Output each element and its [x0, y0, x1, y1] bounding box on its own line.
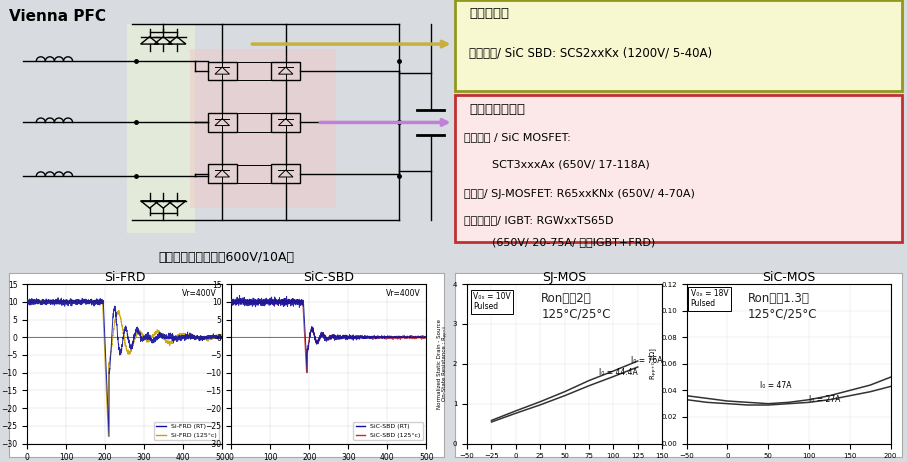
Text: ・高效率 / SiC MOSFET:: ・高效率 / SiC MOSFET: [464, 132, 571, 142]
Title: Si-FRD: Si-FRD [104, 271, 145, 284]
Text: ・标准/ SJ-MOSFET: R65xxKNx (650V/ 4-70A): ・标准/ SJ-MOSFET: R65xxKNx (650V/ 4-70A) [464, 188, 696, 199]
Text: ・高效率/ SiC SBD: SCS2xxKx (1200V/ 5-40A): ・高效率/ SiC SBD: SCS2xxKx (1200V/ 5-40A) [469, 48, 712, 61]
Bar [271, 164, 300, 183]
FancyBboxPatch shape [127, 24, 195, 233]
Bar [271, 113, 300, 132]
Text: SCT3xxxAx (650V/ 17-118A): SCT3xxxAx (650V/ 17-118A) [464, 159, 650, 169]
Bar [208, 164, 237, 183]
Text: I₀ = 44.4A: I₀ = 44.4A [599, 368, 638, 377]
Title: SJ-MOS: SJ-MOS [542, 271, 587, 284]
FancyBboxPatch shape [455, 96, 902, 243]
Text: V₀ₓ = 10V
Pulsed: V₀ₓ = 10V Pulsed [473, 292, 511, 311]
Text: V₀ₓ = 18V
Pulsed: V₀ₓ = 18V Pulsed [691, 289, 728, 308]
Y-axis label: Rₚₚ₊₎₎ [Ω]: Rₚₚ₊₎₎ [Ω] [649, 348, 656, 379]
Text: I₀ = 47A: I₀ = 47A [760, 382, 792, 390]
Text: I₀ = 27A: I₀ = 27A [809, 395, 841, 404]
Title: SiC-MOS: SiC-MOS [762, 271, 815, 284]
Text: 【开关元器件】: 【开关元器件】 [469, 103, 525, 116]
Y-axis label: Normalized Static Drain - Source
On-State Resistance : Rₚₚ₊₎₎: Normalized Static Drain - Source On-Stat… [436, 319, 447, 409]
Text: Vr=400V: Vr=400V [181, 289, 217, 298]
Legend: Si-FRD (RT), Si-FRD (125°c): Si-FRD (RT), Si-FRD (125°c) [154, 421, 219, 440]
FancyBboxPatch shape [455, 0, 902, 91]
Text: Ron比率1.3倍
125°C/25°C: Ron比率1.3倍 125°C/25°C [747, 292, 817, 320]
Bar [271, 61, 300, 80]
Text: Vr=400V: Vr=400V [385, 289, 421, 298]
Text: 【二极管】: 【二极管】 [469, 7, 509, 20]
Legend: SiC-SBD (RT), SiC-SBD (125°c): SiC-SBD (RT), SiC-SBD (125°c) [354, 421, 424, 440]
Text: I₀ = 76A: I₀ = 76A [631, 356, 662, 365]
Text: 反向恢复波形对比（600V/10A）: 反向恢复波形对比（600V/10A） [159, 251, 295, 264]
Text: (650V/ 20-75A/ 高速IGBT+FRD): (650V/ 20-75A/ 高速IGBT+FRD) [464, 237, 656, 248]
Bar [208, 61, 237, 80]
Text: Vienna PFC: Vienna PFC [9, 9, 106, 24]
Bar [208, 113, 237, 132]
Title: SiC-SBD: SiC-SBD [303, 271, 355, 284]
Text: Ron比率2倍
125°C/25°C: Ron比率2倍 125°C/25°C [541, 292, 610, 320]
Text: ・高性价比/ IGBT: RGWxxTS65D: ・高性价比/ IGBT: RGWxxTS65D [464, 215, 614, 225]
FancyBboxPatch shape [190, 49, 336, 208]
